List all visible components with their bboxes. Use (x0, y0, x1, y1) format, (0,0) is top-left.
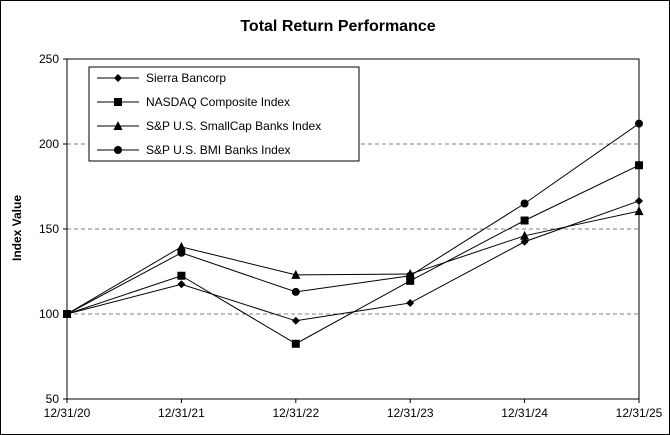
data-point-square (520, 216, 529, 225)
series-0 (63, 196, 643, 325)
series-line (66, 123, 640, 315)
series-3 (63, 119, 643, 318)
legend-marker-circle (114, 146, 122, 154)
data-point-triangle (520, 230, 530, 240)
legend-label: Sierra Bancorp (146, 71, 226, 85)
x-tick-label: 12/31/22 (272, 406, 319, 420)
series-layer (62, 119, 644, 348)
x-tick-label: 12/31/25 (616, 406, 663, 420)
legend-label: S&P U.S. BMI Banks Index (146, 143, 291, 157)
y-tick-label: 100 (39, 307, 59, 321)
x-axis-ticks: 12/31/20 12/31/21 12/31/22 12/31/23 12/31/24… (44, 399, 663, 420)
legend: Sierra Bancorp NASDAQ Composite Index S&P … (88, 66, 360, 162)
data-point-diamond (635, 196, 643, 205)
legend-item: S&P U.S. SmallCap Banks Index (97, 119, 321, 133)
data-point-square (177, 271, 186, 280)
x-tick-label: 12/31/21 (158, 406, 205, 420)
data-point-diamond (177, 280, 186, 289)
legend-label: NASDAQ Composite Index (146, 95, 290, 109)
data-point-circle (406, 271, 415, 280)
series-2 (62, 206, 644, 318)
data-point-diamond (291, 316, 300, 325)
x-tick-label: 12/31/20 (44, 406, 91, 420)
legend-marker-diamond (114, 74, 122, 82)
chart-title: Total Return Performance (240, 18, 435, 35)
data-point-circle (635, 119, 643, 128)
data-point-triangle (634, 206, 644, 216)
data-point-triangle (291, 269, 301, 279)
data-point-circle (291, 287, 300, 296)
series-line (66, 200, 640, 322)
y-axis-title: Index Value (10, 195, 24, 261)
x-tick-label: 12/31/23 (387, 406, 434, 420)
data-point-square (635, 161, 643, 170)
legend-item: Sierra Bancorp (97, 71, 226, 85)
y-axis-ticks: 50 100 150 200 250 (39, 52, 67, 406)
data-point-diamond (406, 298, 415, 307)
data-point-square (406, 276, 415, 285)
legend-box (88, 66, 360, 162)
series-line (66, 210, 640, 315)
legend-item: NASDAQ Composite Index (97, 95, 290, 109)
y-tick-label: 200 (39, 137, 59, 151)
data-point-circle (177, 248, 186, 257)
legend-marker-triangle (113, 121, 123, 130)
y-tick-label: 50 (46, 392, 60, 406)
y-tick-label: 150 (39, 222, 59, 236)
series-line (66, 164, 640, 345)
series-1 (63, 161, 643, 348)
x-tick-label: 12/31/24 (501, 406, 548, 420)
legend-item: S&P U.S. BMI Banks Index (97, 143, 291, 157)
legend-marker-square (114, 98, 122, 106)
legend-label: S&P U.S. SmallCap Banks Index (146, 119, 321, 133)
data-point-square (291, 339, 300, 348)
data-point-circle (520, 199, 529, 208)
y-tick-label: 250 (39, 52, 59, 66)
gridlines (67, 143, 639, 315)
data-point-circle (63, 310, 71, 318)
data-point-triangle (176, 241, 186, 251)
